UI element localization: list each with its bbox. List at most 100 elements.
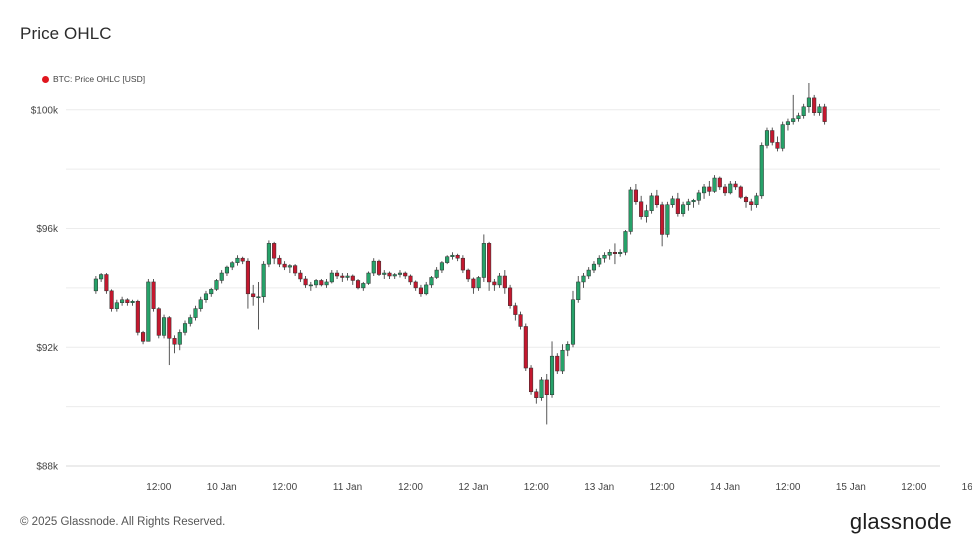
y-tick-label: $100k (31, 105, 59, 116)
candle-body (796, 115, 801, 119)
candle-body (361, 283, 366, 289)
candle-body (203, 293, 209, 300)
candle-body (120, 299, 125, 303)
candle-body (371, 260, 376, 274)
candle-body (287, 265, 292, 268)
candle-body (675, 198, 680, 214)
candle-body (576, 281, 581, 300)
candle-body (235, 257, 240, 263)
candle-body (686, 201, 691, 205)
candle-body (293, 265, 298, 274)
x-tick-label: 14 Jan (710, 482, 740, 493)
candle-body (817, 106, 822, 113)
candle-body (161, 317, 167, 336)
candle-body (397, 272, 403, 275)
legend-label: BTC: Price OHLC [USD] (53, 74, 146, 84)
candle-body (424, 284, 429, 295)
candle-body (434, 269, 439, 278)
candle-body (329, 272, 334, 283)
brand-logo: glassnode (849, 509, 952, 534)
candle-body (413, 281, 418, 289)
candle-body (182, 323, 188, 333)
candle-body (455, 254, 460, 259)
legend-dot (42, 75, 49, 83)
candle-body (240, 257, 245, 262)
candle-body (266, 243, 271, 265)
candle-body (314, 280, 319, 286)
candle-body (497, 275, 502, 286)
candle-body (355, 280, 361, 289)
y-tick-label: $96k (36, 224, 59, 235)
candle-body (681, 204, 686, 214)
chart-legend[interactable]: BTC: Price OHLC [USD] (42, 74, 145, 84)
candle-body (812, 97, 817, 113)
candle-body (712, 177, 717, 192)
x-tick-label: 12:00 (398, 482, 423, 493)
candle-body (345, 275, 350, 278)
copyright-text: © 2025 Glassnode. All Rights Reserved. (20, 516, 226, 528)
candle-body (146, 281, 151, 342)
candle-body (702, 186, 707, 194)
candle-body (597, 257, 602, 265)
candle-body (277, 257, 282, 265)
candle-body (754, 195, 759, 205)
candle-body (251, 293, 256, 298)
candle-body (366, 272, 371, 284)
x-tick-label: 12:00 (272, 482, 297, 493)
candle-body (639, 201, 644, 217)
candle-body (172, 338, 177, 345)
candle-body (445, 256, 450, 263)
candle-body (230, 262, 235, 268)
candle-body (518, 314, 523, 327)
candle-body (167, 317, 172, 339)
candle-body (403, 272, 408, 277)
candle-body (256, 296, 261, 299)
candle-body (733, 183, 738, 188)
x-tick-label: 13 Jan (584, 482, 614, 493)
candle-body (471, 278, 476, 289)
candle-body (324, 281, 329, 286)
candle-body (460, 257, 465, 271)
candle-body (612, 252, 617, 254)
candle-body (691, 200, 696, 203)
candle-body (188, 317, 193, 324)
candle-body (214, 280, 219, 290)
candle-body (151, 281, 156, 309)
candle-body (780, 124, 785, 149)
candle-body (749, 201, 754, 205)
candle-body (350, 275, 355, 281)
candle-body (801, 106, 806, 116)
candle-body (177, 332, 182, 345)
candle-body (534, 391, 539, 398)
candle-body (272, 243, 277, 259)
candle-body (502, 275, 507, 289)
candle-body (429, 277, 434, 286)
candle-body (654, 195, 659, 205)
candle-body (308, 284, 313, 287)
candle-body (560, 349, 565, 372)
x-tick-label: 12:00 (775, 482, 800, 493)
candle-body (376, 260, 382, 275)
candle-body (245, 260, 250, 295)
candle-body (387, 272, 392, 277)
candle-body (618, 252, 623, 254)
candle-body (806, 97, 811, 108)
candle-body (660, 204, 665, 235)
candle-body (728, 183, 733, 194)
candle-body (261, 263, 266, 298)
candle-body (487, 243, 492, 283)
candle-body (408, 275, 413, 283)
y-tick-label: $88k (36, 462, 59, 473)
candle-body (602, 254, 607, 259)
x-tick-label: 12:00 (901, 482, 926, 493)
candle-body (513, 305, 518, 315)
candle-body (109, 290, 114, 309)
candle-body (665, 204, 670, 235)
candle-body (450, 254, 455, 257)
candle-body (209, 289, 214, 295)
candle-body (770, 130, 775, 143)
candle-body (93, 278, 98, 292)
candle-body (649, 195, 654, 211)
candle-body (298, 272, 303, 280)
